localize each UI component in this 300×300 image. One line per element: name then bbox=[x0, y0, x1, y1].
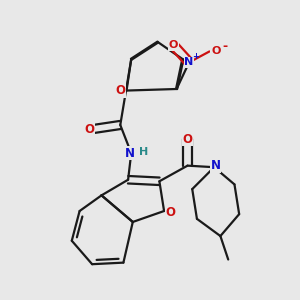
Text: N: N bbox=[211, 159, 221, 172]
Text: O: O bbox=[165, 206, 175, 219]
Text: -: - bbox=[223, 40, 228, 53]
Text: O: O bbox=[169, 40, 178, 50]
Text: N: N bbox=[125, 147, 135, 160]
Text: O: O bbox=[211, 46, 220, 56]
Text: +: + bbox=[193, 52, 200, 61]
Text: O: O bbox=[182, 133, 193, 146]
Text: N: N bbox=[184, 57, 194, 68]
Text: O: O bbox=[115, 84, 125, 97]
Text: O: O bbox=[84, 123, 94, 136]
Text: H: H bbox=[139, 147, 148, 157]
